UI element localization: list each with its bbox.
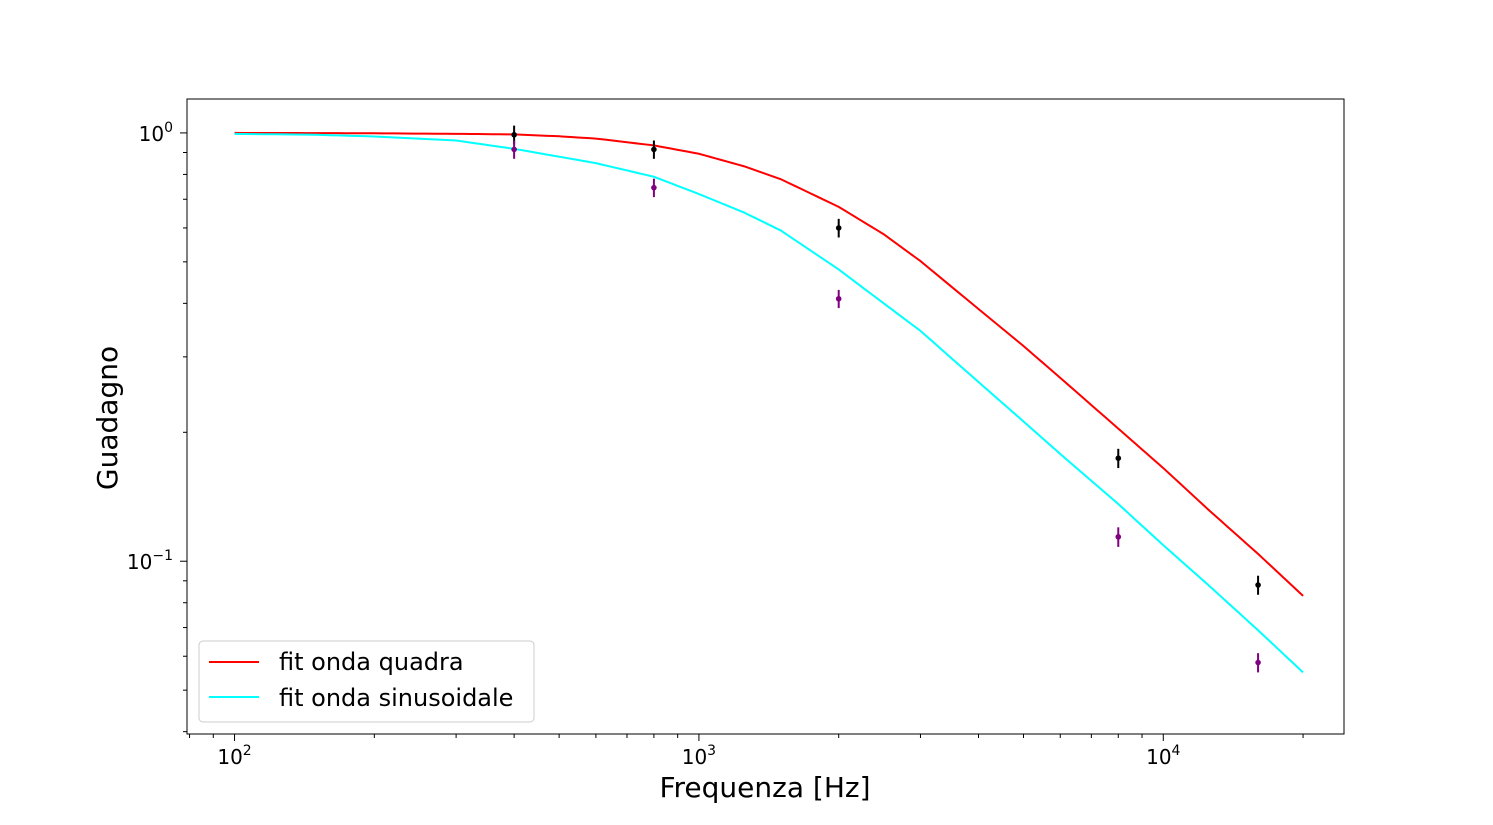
data-point-3-1 <box>651 184 657 191</box>
data-point-3-2 <box>835 295 842 302</box>
legend-box <box>198 640 535 723</box>
x-axis-label: Frequenza [Hz] <box>659 771 870 804</box>
data-point-2-4 <box>1255 582 1261 588</box>
series-line-1 <box>234 132 1304 674</box>
series-line-0 <box>234 131 1304 597</box>
data-point-2-1 <box>651 146 657 153</box>
y-axis-label: Guadagno <box>91 346 124 490</box>
series-layer <box>234 131 1304 674</box>
data-point-3-4 <box>1255 659 1261 666</box>
data-point-3-3 <box>1115 534 1122 540</box>
x-tick-label-1: 103 <box>682 743 716 769</box>
x-axis-ticks: 102 103 104 <box>189 734 1304 769</box>
data-point-2-2 <box>835 225 842 231</box>
points-layer <box>511 125 1261 673</box>
legend: fit onda quadra fit onda sinusoidale <box>198 640 535 723</box>
legend-label-fit-onda-sinusoidale: fit onda sinusoidale <box>279 684 513 712</box>
y-tick-label-0: 100 <box>139 120 173 146</box>
data-point-2-0 <box>511 131 517 138</box>
plot-frame <box>186 98 1345 735</box>
data-point-3-0 <box>511 146 517 153</box>
y-tick-label-1: 10−1 <box>127 548 173 574</box>
legend-label-fit-onda-quadra: fit onda quadra <box>279 648 464 676</box>
x-tick-label-2: 104 <box>1146 743 1180 769</box>
data-point-2-3 <box>1115 455 1122 461</box>
x-tick-label-0: 102 <box>217 743 251 769</box>
plot-area <box>187 99 1344 734</box>
y-axis-ticks: 100 10−1 <box>127 120 187 733</box>
